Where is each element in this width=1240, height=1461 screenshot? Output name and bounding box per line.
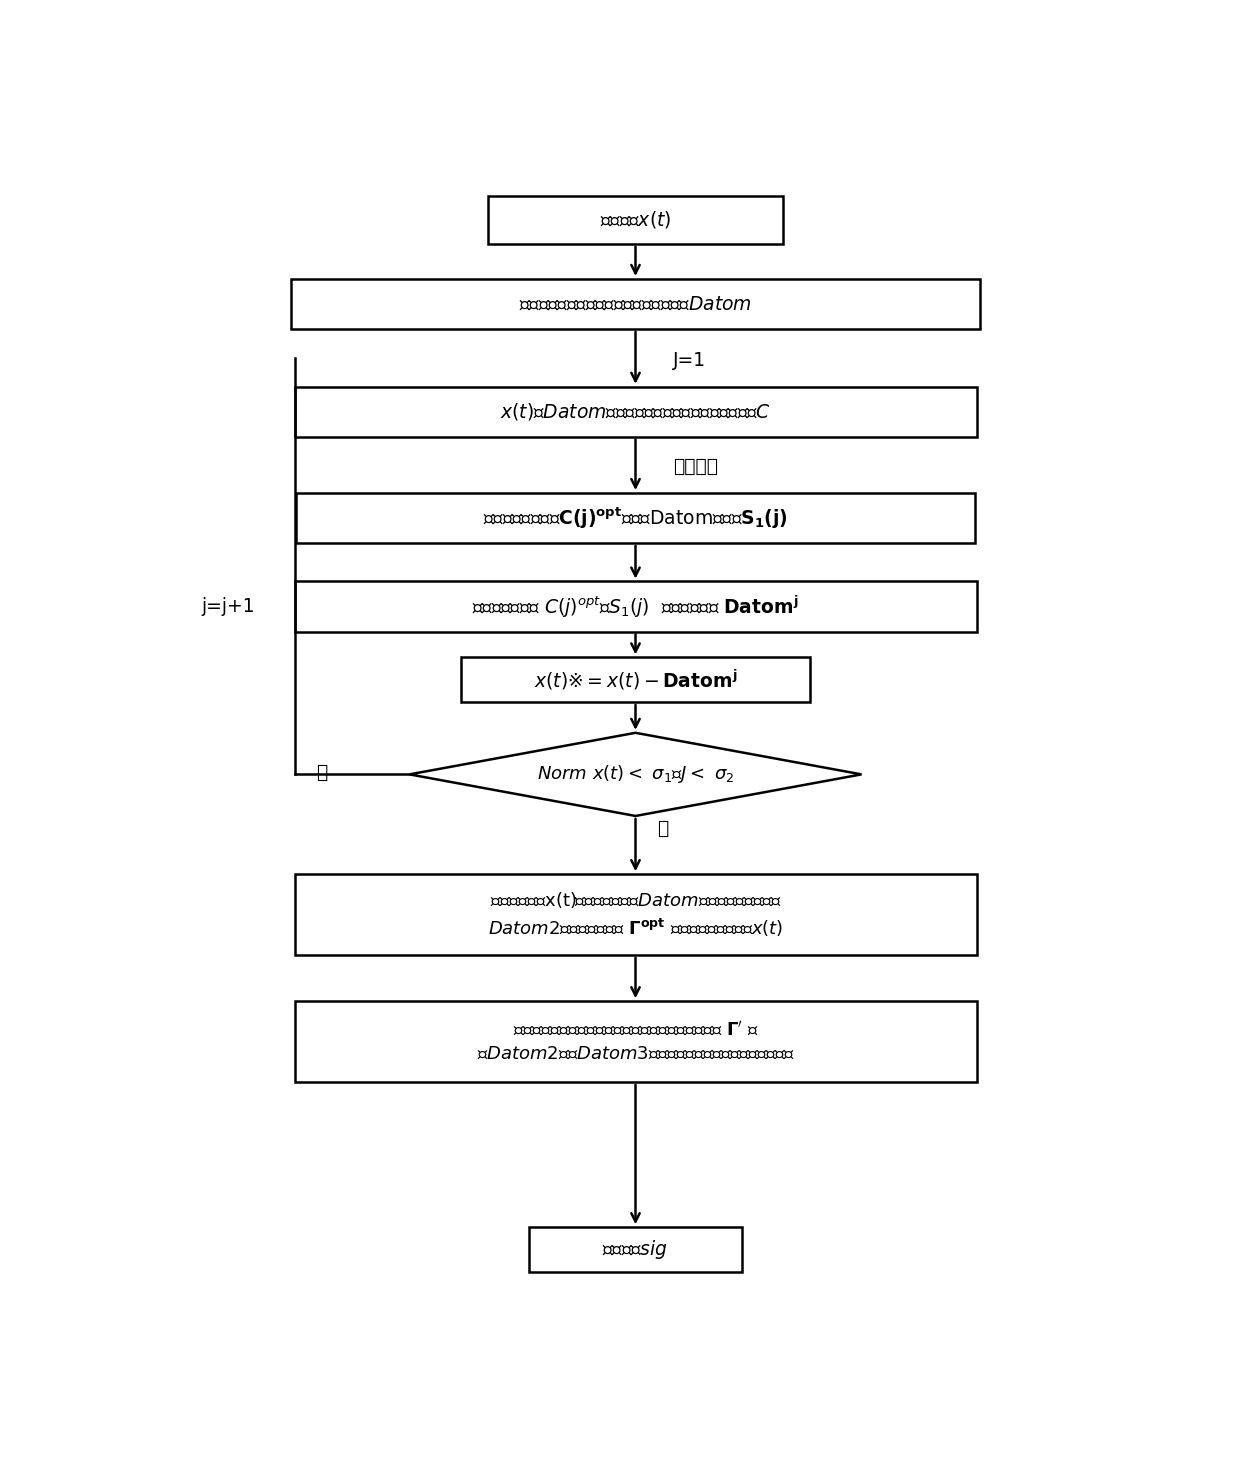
Text: 否: 否: [316, 763, 327, 782]
Text: 轨边信号$x(t)$: 轨边信号$x(t)$: [600, 209, 671, 231]
FancyBboxPatch shape: [295, 874, 977, 955]
Text: $x(t)$※$=x(t)-\mathbf{Datom^j}$: $x(t)$※$=x(t)-\mathbf{Datom^j}$: [533, 668, 738, 691]
Text: 确定最大投影系数$\mathbf{C(j)^{opt}}$对应的Datom的原子$\mathbf{S_1(j)}$: 确定最大投影系数$\mathbf{C(j)^{opt}}$对应的Datom的原子…: [484, 506, 787, 530]
Text: 取最大值: 取最大值: [672, 457, 718, 476]
Text: 根据列车与麦克风几何关系、轴承共振频带得到参数 $\mathbf{\Gamma'}$ 遍
历$Datom2$得到$Datom3$，将原子库满足条件的原子线性组合: 根据列车与麦克风几何关系、轴承共振频带得到参数 $\mathbf{\Gamma'…: [476, 1021, 795, 1062]
FancyBboxPatch shape: [296, 492, 975, 543]
Text: 由最大投影系数 $C(j)^{opt}$和$S_1(j)$  求出投影向量 $\mathbf{Datom^j}$: 由最大投影系数 $C(j)^{opt}$和$S_1(j)$ 求出投影向量 $\m…: [472, 593, 799, 619]
Text: $Norm\ x(t){<}\ \sigma_1$或$J{<}\ \sigma_2$: $Norm\ x(t){<}\ \sigma_1$或$J{<}\ \sigma_…: [537, 764, 734, 786]
FancyBboxPatch shape: [290, 279, 981, 329]
FancyBboxPatch shape: [295, 581, 977, 631]
Text: 构建过完备参数化多普勒调制谐波原子库$Datom$: 构建过完备参数化多普勒调制谐波原子库$Datom$: [520, 295, 751, 314]
Text: 将采集的信号x(t)在过完备原子库$Datom$中进行稀疏分解得到
$Datom2$，将其对应参数 $\mathbf{\Gamma^{opt}}$ 线性组合得轨: 将采集的信号x(t)在过完备原子库$Datom$中进行稀疏分解得到 $Datom…: [487, 890, 784, 939]
Text: 重构信号$sig$: 重构信号$sig$: [603, 1237, 668, 1261]
Polygon shape: [409, 733, 862, 815]
Text: $x(t)$与$Datom$中每个原子做内积得到投影系数矩阵$C$: $x(t)$与$Datom$中每个原子做内积得到投影系数矩阵$C$: [500, 402, 771, 422]
Text: 是: 是: [657, 818, 668, 837]
FancyBboxPatch shape: [461, 657, 810, 701]
Text: j=j+1: j=j+1: [201, 598, 255, 617]
FancyBboxPatch shape: [295, 387, 977, 437]
FancyBboxPatch shape: [295, 1001, 977, 1083]
Text: J=1: J=1: [672, 351, 706, 370]
FancyBboxPatch shape: [489, 196, 782, 244]
FancyBboxPatch shape: [529, 1227, 742, 1271]
